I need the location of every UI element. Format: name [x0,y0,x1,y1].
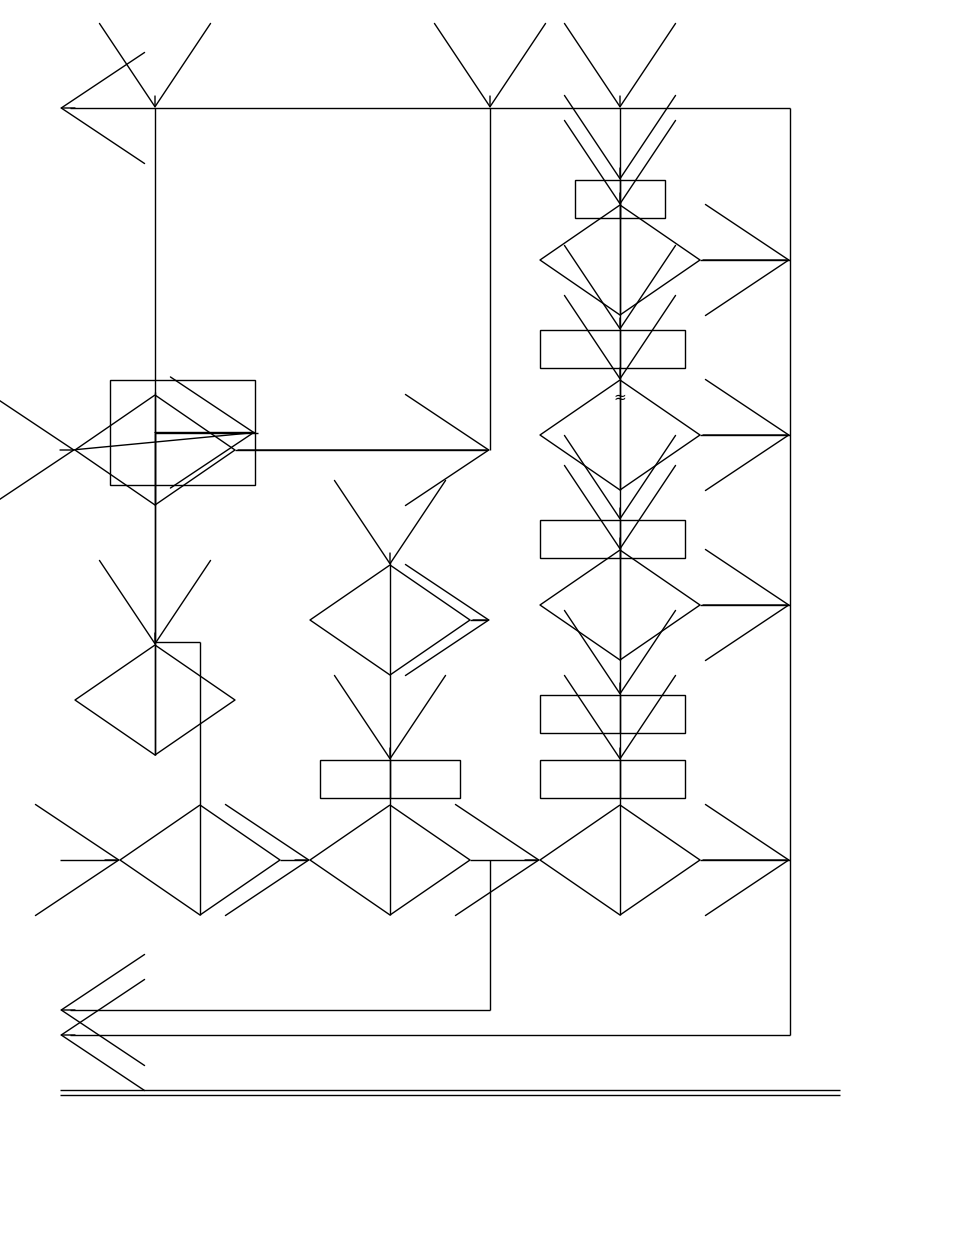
Bar [575,180,664,219]
Text: ≈: ≈ [613,390,626,405]
Bar [539,330,684,368]
Bar [110,380,254,485]
Bar [539,760,684,798]
Bar [539,520,684,558]
Bar [319,760,459,798]
Bar [539,695,684,734]
